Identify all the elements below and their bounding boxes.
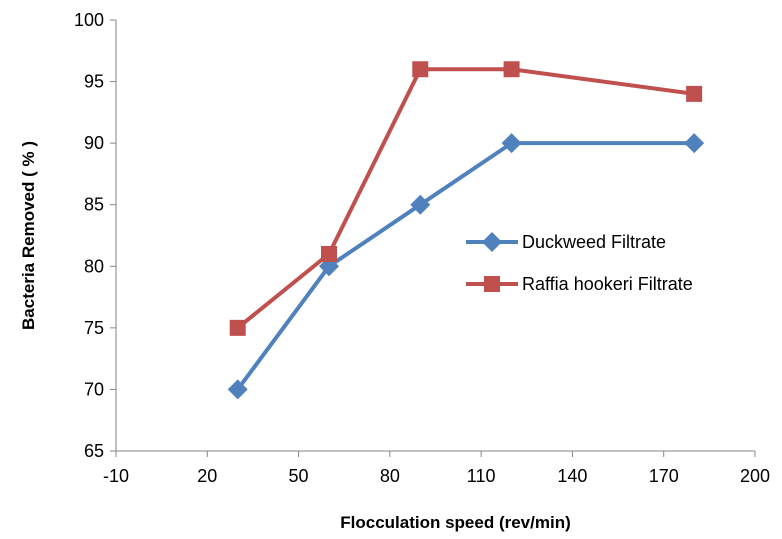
legend-swatch-marker [482, 232, 502, 252]
x-tick-label: 200 [740, 466, 770, 486]
y-tick-label: 75 [84, 318, 104, 338]
y-tick-label: 100 [74, 10, 104, 30]
data-point-marker [686, 85, 703, 102]
y-tick-labels: 65 70 75 80 85 90 95 100 [74, 10, 116, 461]
data-point-marker [227, 379, 248, 400]
legend-swatch-marker [484, 276, 500, 292]
y-tick-label: 80 [84, 256, 104, 276]
data-point-marker [410, 194, 431, 215]
y-tick-label: 90 [84, 133, 104, 153]
data-point-marker [229, 319, 246, 336]
x-tick-label: 80 [380, 466, 400, 486]
legend: Duckweed Filtrate Raffia hookeri Filtrate [466, 232, 693, 294]
y-tick-label: 95 [84, 72, 104, 92]
legend-entry: Duckweed Filtrate [466, 232, 666, 252]
data-point-marker [412, 61, 429, 78]
data-point-marker [501, 133, 522, 154]
legend-entry: Raffia hookeri Filtrate [466, 274, 693, 294]
y-axis-title: Bacteria Removed ( % ) [19, 141, 38, 330]
y-tick-label: 65 [84, 441, 104, 461]
x-tick-label: 110 [467, 466, 496, 486]
data-point-marker [503, 61, 520, 78]
y-tick-label: 85 [84, 195, 104, 215]
x-tick-label: -10 [103, 466, 129, 486]
series-1 [227, 133, 705, 400]
legend-label: Raffia hookeri Filtrate [522, 274, 693, 294]
x-tick-labels: -10 20 50 80 110 140 170 200 [103, 451, 770, 486]
series-layer [227, 61, 705, 400]
x-tick-label: 140 [557, 466, 587, 486]
x-tick-label: 170 [649, 466, 679, 486]
legend-label: Duckweed Filtrate [522, 232, 666, 252]
x-tick-label: 50 [289, 466, 309, 486]
data-point-marker [321, 245, 337, 262]
axes [115, 20, 755, 452]
x-tick-label: 20 [197, 466, 217, 486]
series-2 [229, 61, 703, 336]
series-line [236, 141, 695, 391]
y-tick-label: 70 [84, 379, 104, 399]
data-point-marker [684, 133, 705, 154]
x-axis-title: Flocculation speed (rev/min) [340, 513, 571, 532]
